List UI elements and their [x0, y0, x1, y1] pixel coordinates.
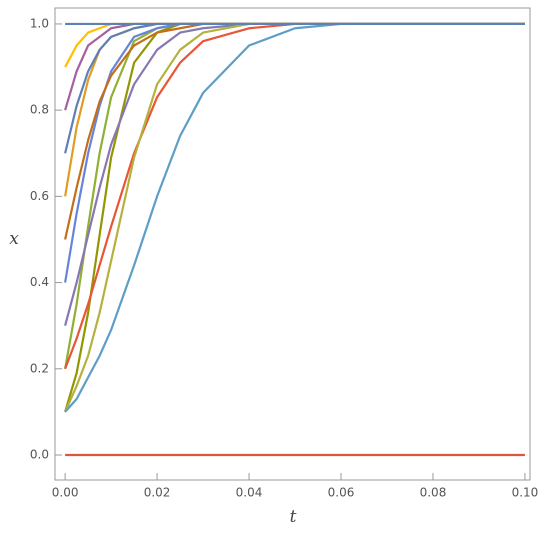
y-tick-label: 0.6 — [30, 189, 49, 203]
y-axis-label: x — [9, 229, 19, 249]
curve — [64, 22, 525, 326]
x-tick-label: 0.08 — [420, 486, 447, 500]
y-tick-label: 0.4 — [30, 275, 49, 289]
x-axis-label: t — [290, 507, 297, 527]
curve — [64, 22, 525, 197]
curve — [64, 22, 525, 413]
curve — [64, 22, 525, 413]
y-tick-label: 0.8 — [30, 103, 49, 117]
curve — [64, 22, 525, 240]
curve — [64, 22, 525, 370]
x-tick-label: 0.10 — [512, 486, 539, 500]
x-tick-label: 0.06 — [328, 486, 355, 500]
y-tick-label: 0.0 — [30, 447, 49, 461]
x-tick-label: 0.04 — [236, 486, 263, 500]
frame — [54, 7, 531, 481]
y-tick-label: 1.0 — [30, 16, 49, 30]
x-tick-label: 0.02 — [144, 486, 171, 500]
curve — [64, 22, 525, 369]
curve — [64, 22, 525, 413]
x-tick-label: 0.00 — [52, 486, 79, 500]
y-tick-label: 0.2 — [30, 361, 49, 375]
